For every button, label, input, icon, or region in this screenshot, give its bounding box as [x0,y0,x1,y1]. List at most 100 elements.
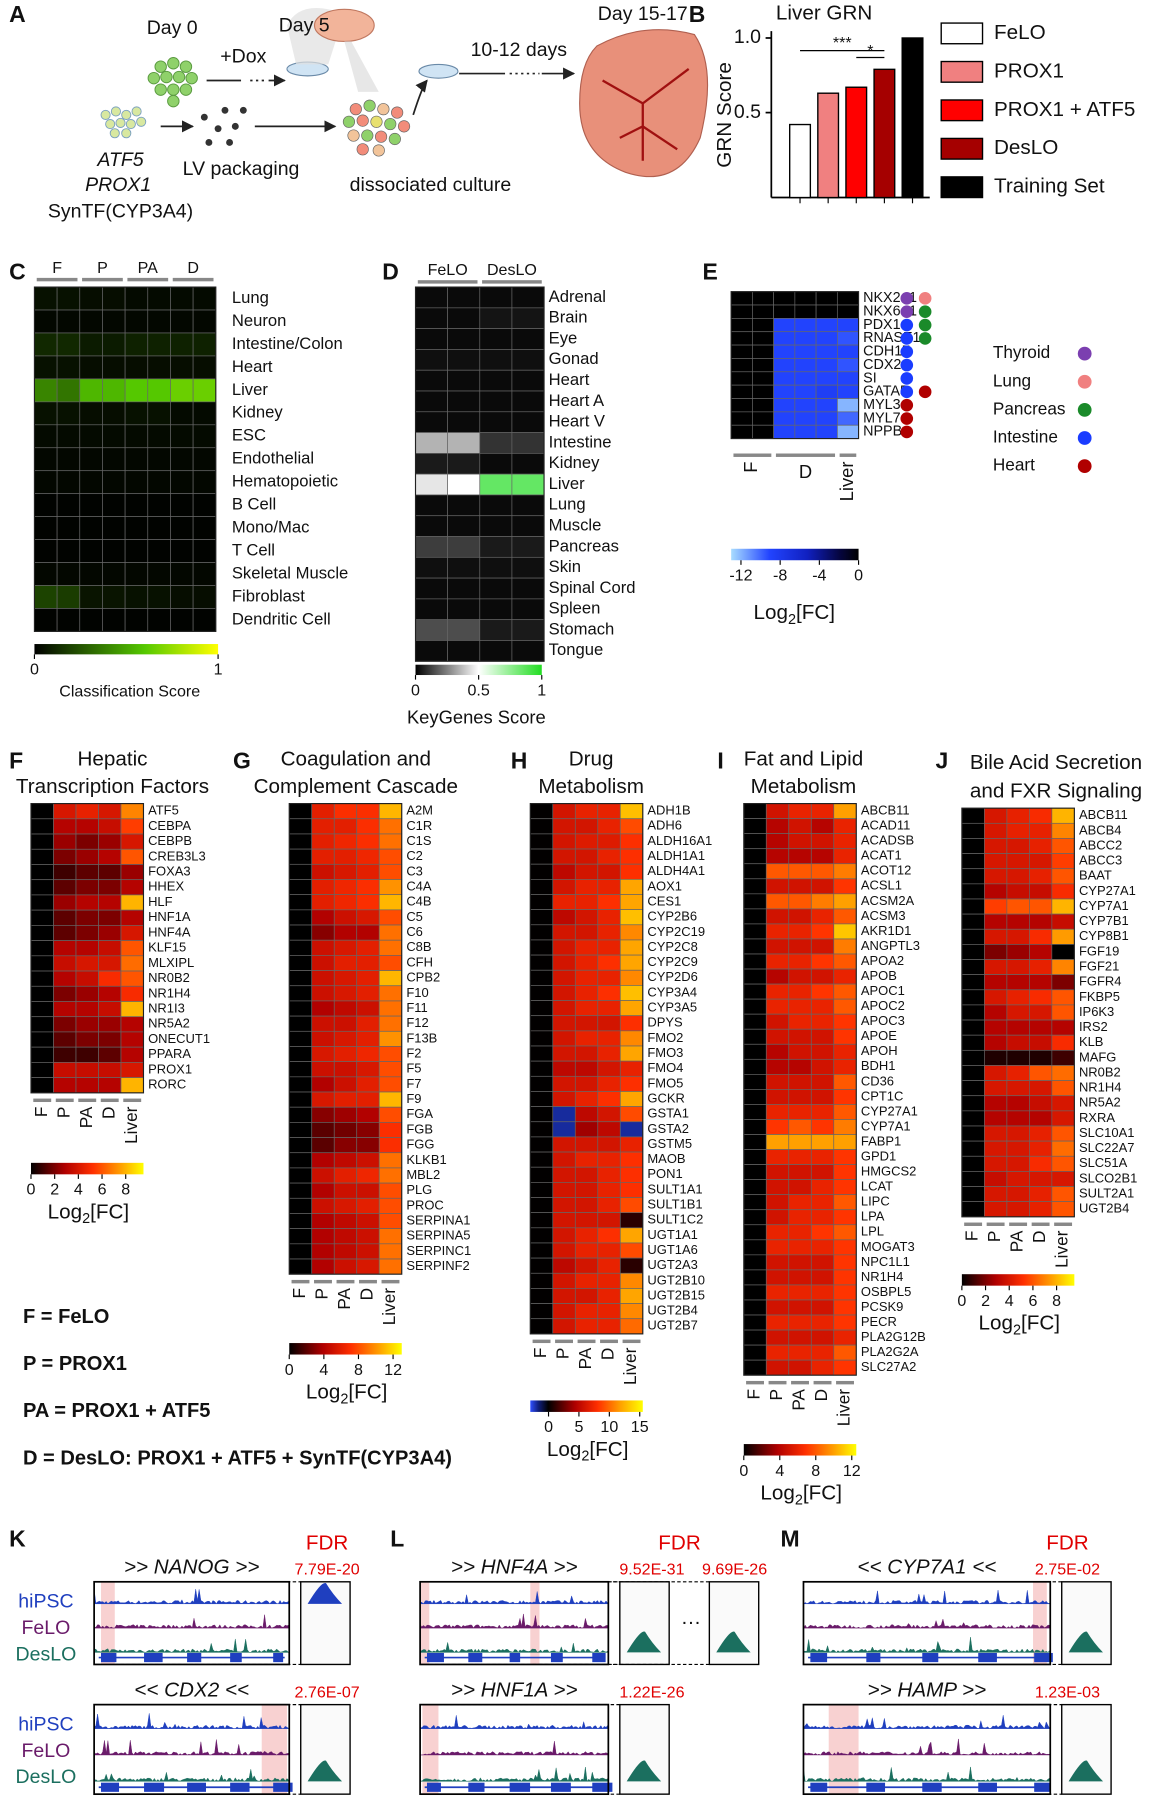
coverage-track [419,1613,609,1629]
heatmap-cell [378,1137,403,1154]
tissue-dot [900,385,914,399]
row-label: C1R [406,818,432,833]
heatmap-cell [619,1015,644,1032]
row-label: ATF5 [148,803,179,818]
heatmap-cell [788,1134,812,1150]
legend-label: Intestine [993,427,1058,447]
heatmap-cell [788,1359,812,1376]
row-label: KLB [1079,1034,1104,1049]
heatmap-cell [597,1121,621,1138]
row-label: Heart A [549,391,605,410]
heatmap-cell [34,539,58,563]
row-label: Lung [549,495,586,514]
heatmap-cell [147,608,171,632]
heatmap-cell [447,369,481,392]
label: [FC] [803,1482,842,1505]
heatmap-cell [961,883,985,900]
heatmap-cell [356,1091,380,1108]
heatmap-cell [619,1227,644,1244]
row-label: PDX1 [863,317,900,333]
row-label: PCSK9 [861,1299,904,1314]
heatmap-cell [574,1303,599,1320]
heatmap-cell [597,1166,621,1183]
heatmap-cell [765,1134,790,1150]
heatmap-cell [836,291,859,306]
heatmap-cell [788,1164,812,1180]
heatmap-cell [833,923,857,940]
heatmap-cell [1029,1125,1053,1142]
heatmap-cell [34,516,58,540]
heatmap-cell [730,344,753,359]
heatmap-cell [1051,1004,1075,1021]
heatmap-cell [1006,944,1030,960]
heatmap-cell [810,863,835,880]
heatmap-cell [124,585,149,609]
tissue-dot [900,292,914,305]
heatmap-cell [836,411,859,426]
heatmap-cell [192,286,217,311]
row-label: OSBPL5 [861,1284,911,1299]
row-label: C4A [406,878,432,893]
row-label: APOC1 [861,983,905,998]
heatmap-cell [511,432,545,454]
abbreviation: D = DesLO: PROX1 + ATF5 + SynTF(CYP3A4) [23,1447,452,1469]
heatmap-cell [1051,1186,1075,1203]
panel-label: K [9,1526,26,1552]
heatmap-cell [147,309,171,334]
heatmap-cell [810,1299,835,1316]
exon [922,1652,939,1663]
heatmap-cell [961,974,985,991]
colorbar-tick-label: 8 [811,1462,820,1480]
row-label: NR0B2 [148,970,190,985]
colorbar [30,1162,144,1175]
label: 10-12 days [471,39,568,61]
row-label: Dendritic Cell [232,609,331,628]
group-bar [55,1098,74,1103]
heatmap-cell [961,1110,985,1127]
heatmap-cell [743,983,767,1000]
fdr-header: FDR [658,1531,700,1554]
heatmap-cell [53,955,77,972]
panel-label: H [511,747,528,773]
heatmap-cell [75,925,99,941]
heatmap-cell [479,369,513,392]
heatmap-cell [53,940,77,957]
heatmap-cell [120,925,144,941]
heatmap-cell [288,939,313,956]
heatmap-cell [1051,838,1075,854]
heatmap-cell [53,1001,77,1018]
heatmap-cell [815,411,838,426]
heatmap-frame [529,803,644,1335]
abbreviation: P = PROX1 [23,1353,127,1375]
heatmap-cell [333,1228,358,1245]
heatmap-cell [511,349,545,371]
heatmap-cell [356,955,380,971]
heatmap-cell [810,1074,835,1090]
heatmap-cell [356,1076,380,1093]
heatmap-cell [378,848,403,865]
heatmap-cell [765,1119,790,1135]
heatmap-cell [619,803,644,820]
group-bar [775,453,836,457]
colorbar [289,1343,402,1355]
heatmap-cell [788,1209,812,1226]
heatmap-cell [75,848,99,865]
column-label: F [52,259,62,277]
colorbar-tick-label: -12 [729,567,752,585]
heatmap-cell [378,1228,403,1245]
heatmap-cell [836,384,859,399]
fdr-value: 7.79E-20 [295,1561,360,1579]
column-label: F [740,462,761,473]
group-bar [791,1380,809,1385]
colorbar-tick-label: 0 [285,1361,294,1379]
label: +Dox [220,46,266,68]
row-label: ACSL1 [861,878,902,893]
heatmap-cell [30,1046,54,1063]
column-label: P [312,1288,332,1299]
heatmap-cell [102,309,126,334]
heatmap-cell [788,863,812,880]
heatmap-cell [743,1013,767,1030]
heatmap-cell [810,998,835,1015]
panel-title: Complement Cascade [254,775,458,798]
heatmap-cell [619,924,644,941]
